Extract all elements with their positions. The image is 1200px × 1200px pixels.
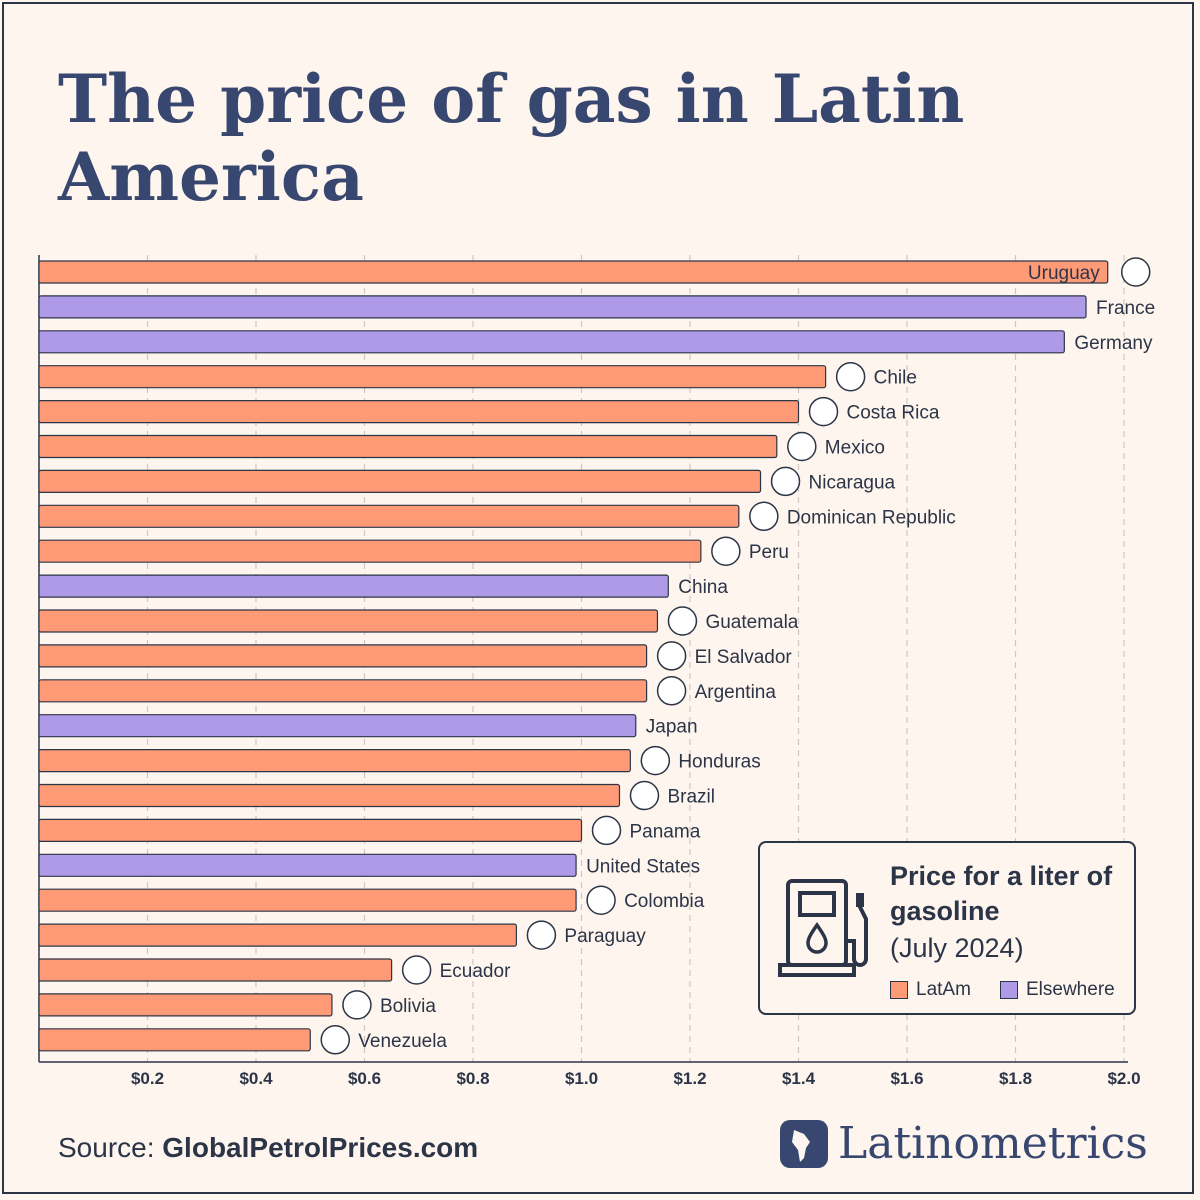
legend-label-latam: LatAm — [916, 979, 971, 1000]
bar-label: Japan — [646, 717, 698, 738]
x-tick-label: $0.2 — [131, 1069, 164, 1088]
legend-box: Price for a liter of gasoline (July 2024… — [758, 841, 1136, 1015]
x-tick-label: $1.0 — [565, 1069, 598, 1088]
x-tick-label: $0.6 — [348, 1069, 381, 1088]
country-flag-icon — [656, 641, 687, 671]
chart-title: The price of gas in Latin America — [58, 60, 965, 216]
bar-label: Germany — [1074, 333, 1153, 354]
country-flag-icon — [770, 466, 801, 497]
country-flag-icon — [749, 501, 779, 532]
bar-label: Costa Rica — [847, 403, 940, 424]
x-tick-label: $2.0 — [1107, 1069, 1140, 1088]
legend-item-elsewhere: Elsewhere — [1000, 979, 1115, 1001]
country-flag-icon — [787, 431, 817, 462]
bar — [38, 365, 827, 389]
bar-label: Venezuela — [358, 1031, 447, 1052]
bar — [38, 679, 648, 703]
bar — [38, 923, 517, 947]
bar-label: Panama — [630, 821, 701, 842]
bar — [38, 888, 577, 912]
bar-label: Dominican Republic — [787, 507, 956, 528]
bar — [38, 330, 1065, 354]
bar-label: Chile — [874, 368, 917, 389]
bar-label: Mexico — [825, 438, 885, 459]
bar — [38, 504, 740, 528]
bar-label: France — [1096, 298, 1155, 319]
legend-swatch-elsewhere — [1000, 981, 1018, 999]
bar — [38, 539, 702, 563]
bar — [38, 400, 800, 424]
x-tick-label: $1.4 — [782, 1069, 816, 1088]
bar-label: Colombia — [624, 891, 705, 912]
country-flag-icon — [586, 885, 616, 915]
bar-label: Brazil — [667, 787, 715, 808]
bar-label: Argentina — [695, 682, 777, 703]
bar — [38, 644, 648, 668]
bar-label: Uruguay — [1028, 263, 1100, 284]
bar — [38, 783, 621, 808]
bar — [38, 295, 1087, 319]
bar-label: United States — [586, 856, 700, 877]
bar — [38, 1028, 311, 1052]
gas-pump-icon — [778, 879, 868, 977]
bar — [38, 748, 631, 773]
legend-subtitle: (July 2024) — [890, 933, 1024, 963]
x-tick-label: $1.8 — [999, 1069, 1032, 1088]
brand: Latinometrics — [780, 1118, 1148, 1169]
country-flag-icon — [667, 606, 698, 636]
bar — [38, 958, 393, 982]
bar — [38, 853, 577, 877]
bar-label: El Salvador — [695, 647, 793, 668]
brand-name: Latinometrics — [838, 1118, 1148, 1169]
country-flag-icon — [711, 536, 741, 566]
bar-label: Paraguay — [564, 926, 646, 947]
bar — [38, 818, 583, 843]
bar — [38, 469, 762, 493]
legend-title: Price for a liter of gasoline — [890, 861, 1113, 926]
source-label: Source: — [58, 1132, 155, 1163]
bar-label: Honduras — [678, 752, 760, 773]
bar — [38, 574, 669, 598]
x-tick-label: $1.6 — [890, 1069, 923, 1088]
country-flag-icon — [656, 676, 687, 706]
x-tick-label: $0.4 — [239, 1069, 273, 1088]
bar-label: Guatemala — [705, 612, 798, 633]
bar — [38, 434, 778, 459]
source-line: Source: GlobalPetrolPrices.com — [58, 1132, 478, 1164]
country-flag-icon — [629, 780, 660, 811]
country-flag-icon — [526, 920, 557, 950]
country-flag-icon — [835, 361, 866, 392]
bar — [38, 714, 637, 738]
bar-label: Ecuador — [440, 961, 511, 982]
country-flag-icon — [808, 396, 839, 427]
legend-item-latam: LatAm — [890, 979, 971, 1001]
x-tick-label: $1.2 — [673, 1069, 706, 1088]
bar — [38, 993, 333, 1017]
country-flag-icon — [591, 815, 622, 846]
bar-label: China — [678, 577, 728, 598]
bar-label: Bolivia — [380, 996, 436, 1017]
country-flag-icon — [320, 1025, 350, 1055]
country-flag-icon — [342, 990, 372, 1020]
bar — [38, 260, 1109, 284]
country-flag-icon — [640, 745, 671, 776]
country-flag-icon — [1120, 257, 1151, 287]
x-tick-label: $0.8 — [456, 1069, 489, 1088]
source-name: GlobalPetrolPrices.com — [162, 1132, 479, 1163]
bar-label: Nicaragua — [809, 472, 896, 493]
latinometrics-logo-icon — [780, 1119, 828, 1168]
legend-swatch-latam — [890, 981, 908, 999]
country-flag-icon — [401, 955, 432, 985]
bar-label: Peru — [749, 542, 789, 563]
bar — [38, 609, 659, 633]
legend-label-elsewhere: Elsewhere — [1026, 979, 1115, 1000]
